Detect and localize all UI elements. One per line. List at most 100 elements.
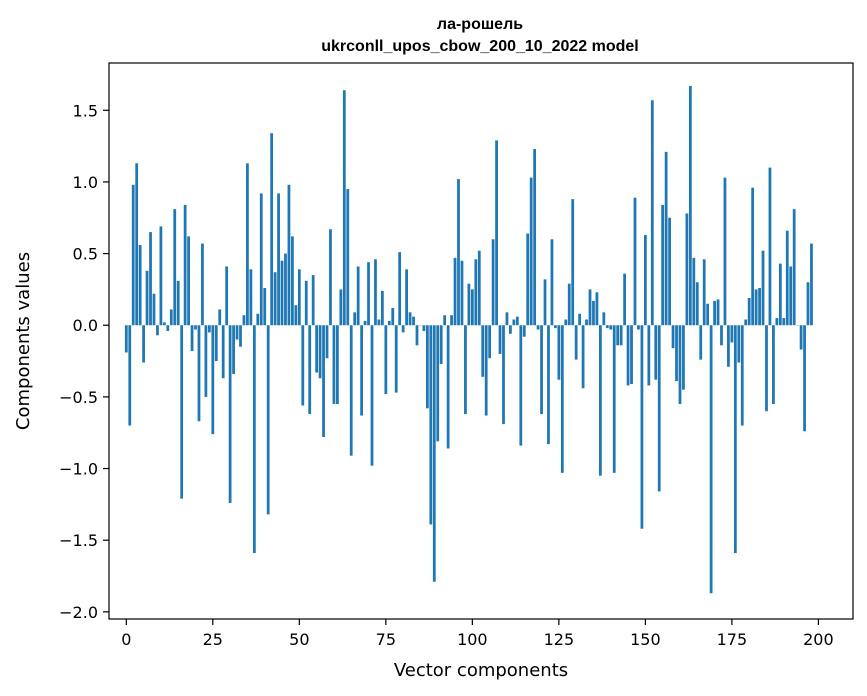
bar bbox=[720, 325, 723, 346]
bar bbox=[519, 325, 523, 446]
bar bbox=[785, 230, 789, 326]
bar bbox=[536, 325, 540, 330]
x-tick-label: 175 bbox=[717, 630, 748, 649]
bar bbox=[176, 280, 180, 326]
bar bbox=[156, 325, 159, 336]
bar bbox=[540, 325, 543, 415]
bar bbox=[425, 325, 429, 409]
bar bbox=[643, 234, 647, 326]
bar bbox=[474, 259, 478, 326]
bar bbox=[657, 325, 661, 492]
bar bbox=[775, 318, 779, 326]
bar bbox=[740, 325, 744, 426]
bar bbox=[716, 299, 720, 326]
y-tick-label: 1.5 bbox=[73, 101, 98, 120]
bar bbox=[488, 325, 492, 359]
bar bbox=[318, 325, 322, 379]
y-tick-label: −1.5 bbox=[59, 531, 98, 550]
bar bbox=[671, 325, 675, 349]
bar bbox=[242, 315, 246, 326]
bar bbox=[391, 308, 395, 326]
bar bbox=[252, 325, 256, 554]
bar bbox=[481, 325, 485, 377]
x-tick-label: 150 bbox=[630, 630, 661, 649]
bar bbox=[169, 309, 173, 326]
y-tick-label: 0.5 bbox=[73, 245, 98, 264]
bar bbox=[560, 325, 564, 473]
bar bbox=[398, 252, 402, 326]
bar bbox=[263, 287, 267, 326]
bar bbox=[682, 325, 685, 390]
bar bbox=[702, 259, 706, 326]
bar bbox=[311, 275, 315, 326]
bar bbox=[297, 269, 301, 326]
bar bbox=[422, 325, 426, 331]
bar bbox=[599, 325, 602, 476]
bar bbox=[450, 315, 453, 326]
bar bbox=[772, 325, 775, 405]
bar bbox=[647, 325, 651, 386]
x-tick-label: 0 bbox=[121, 630, 131, 649]
bar bbox=[284, 253, 287, 326]
bar bbox=[294, 305, 298, 326]
bar bbox=[173, 209, 177, 326]
y-tick-label: 1.0 bbox=[73, 173, 98, 192]
bar bbox=[761, 250, 765, 326]
plot-frame bbox=[108, 62, 854, 620]
bar bbox=[806, 282, 810, 326]
bar bbox=[249, 269, 253, 326]
bar bbox=[353, 312, 357, 326]
bar bbox=[737, 325, 741, 363]
bar bbox=[221, 325, 225, 379]
bar bbox=[235, 325, 239, 340]
chart-subtitle: ukrconll_upos_cbow_200_10_2022 model bbox=[321, 38, 638, 55]
bar bbox=[778, 263, 782, 326]
bar bbox=[138, 244, 142, 326]
bar bbox=[394, 325, 398, 393]
bar bbox=[277, 193, 280, 326]
bar bbox=[751, 187, 755, 326]
bar bbox=[713, 300, 716, 326]
y-axis-label: Components values bbox=[13, 252, 34, 430]
bar bbox=[443, 315, 447, 326]
bar bbox=[664, 151, 668, 326]
y-tick-label: −1.0 bbox=[59, 460, 98, 479]
bar bbox=[460, 260, 464, 326]
bar bbox=[339, 289, 343, 326]
bar bbox=[363, 320, 367, 326]
chart-title: ла-рошель bbox=[437, 16, 523, 33]
bar bbox=[194, 325, 197, 330]
bar bbox=[239, 325, 242, 347]
y-tick-label: −2.0 bbox=[59, 603, 98, 622]
bar bbox=[273, 272, 277, 326]
bar bbox=[626, 325, 630, 386]
bar bbox=[685, 213, 689, 326]
bar bbox=[207, 325, 211, 333]
bar bbox=[377, 319, 381, 326]
bar bbox=[727, 325, 730, 367]
bar bbox=[218, 309, 222, 326]
x-tick-label: 125 bbox=[544, 630, 575, 649]
bar bbox=[342, 90, 346, 326]
bar bbox=[502, 325, 505, 425]
bar bbox=[650, 100, 654, 326]
bar bbox=[135, 163, 139, 326]
bar bbox=[266, 325, 270, 515]
bar bbox=[187, 236, 190, 326]
bar bbox=[758, 287, 761, 326]
bar bbox=[128, 325, 132, 426]
bar bbox=[619, 325, 623, 346]
bar bbox=[149, 232, 152, 326]
bar bbox=[592, 300, 595, 326]
bar bbox=[505, 312, 509, 326]
bar bbox=[616, 325, 620, 346]
x-tick-label: 25 bbox=[203, 630, 223, 649]
bar bbox=[495, 140, 498, 326]
bar bbox=[612, 325, 616, 473]
bar bbox=[270, 133, 274, 326]
bar bbox=[384, 325, 388, 395]
bar bbox=[190, 325, 194, 352]
bar bbox=[623, 273, 626, 326]
bar bbox=[259, 193, 263, 326]
bar bbox=[554, 325, 557, 329]
